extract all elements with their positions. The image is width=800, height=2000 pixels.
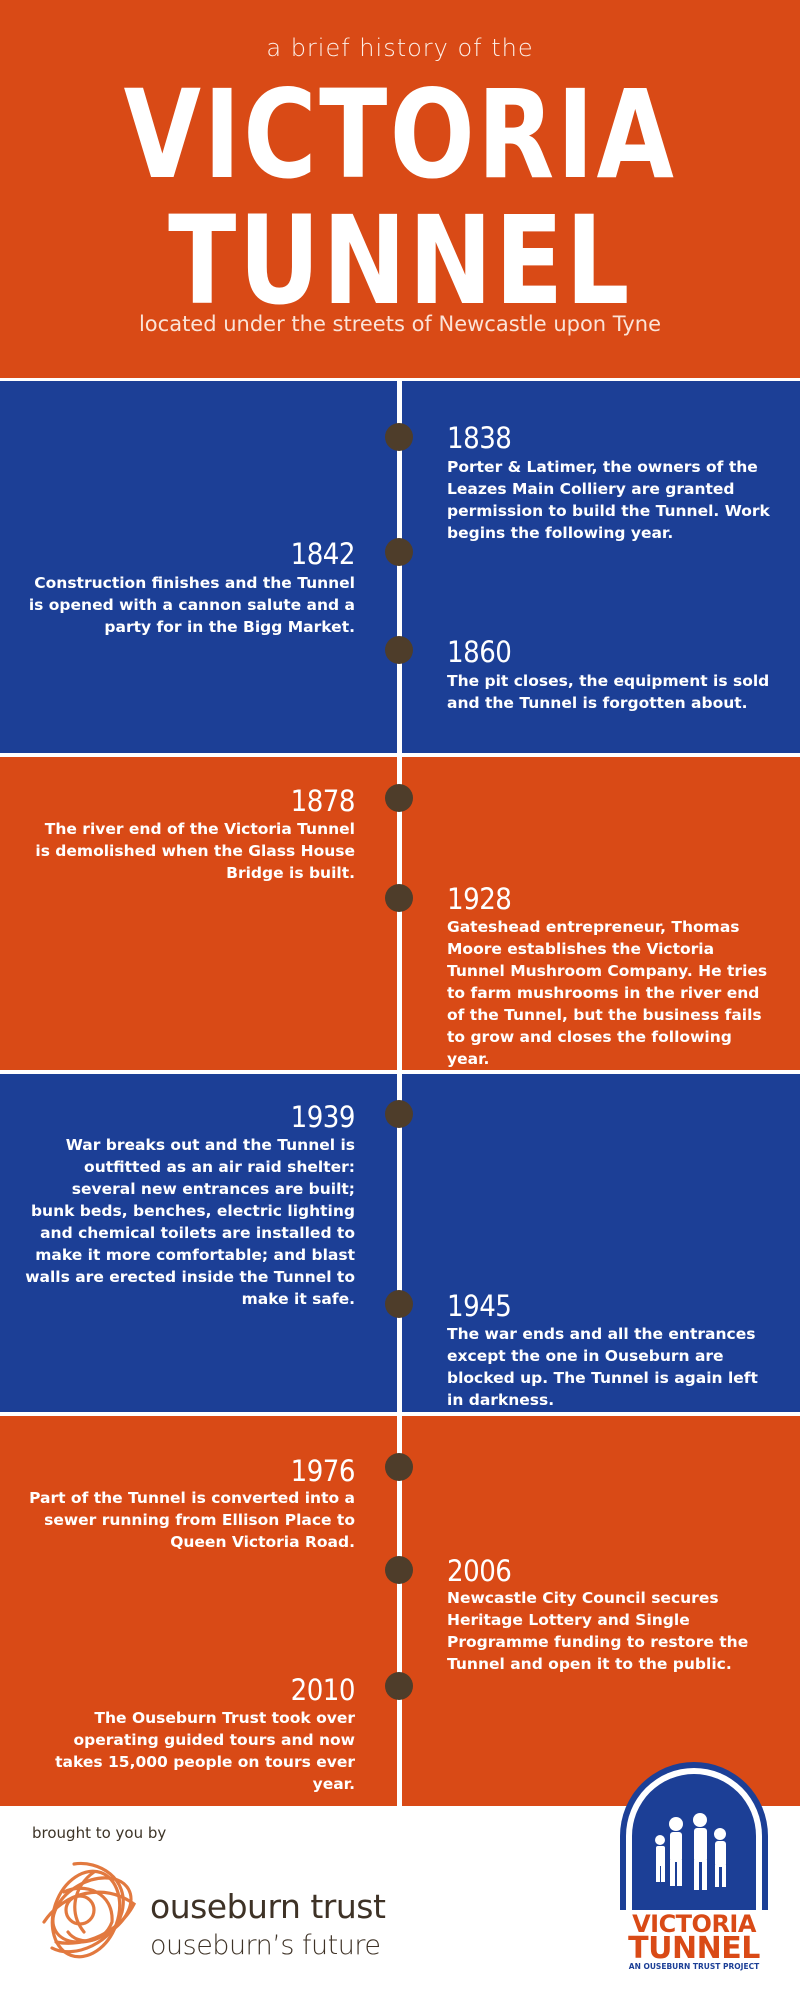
timeline-dot <box>385 1100 413 1128</box>
event-text: The river end of the Victoria Tunnel is … <box>35 820 355 882</box>
timeline-dot <box>385 1453 413 1481</box>
event-year: 1878 <box>290 784 356 818</box>
logo-text-project: AN OUSEBURN TRUST PROJECT <box>628 1962 760 1971</box>
event-year: 1928 <box>447 882 512 916</box>
event-year: 1939 <box>290 1100 356 1134</box>
event-year: 2006 <box>447 1554 512 1588</box>
timeline-dot <box>385 423 413 451</box>
event-year: 1945 <box>447 1289 512 1323</box>
timeline-axis <box>397 378 402 1806</box>
event-year: 1842 <box>290 537 356 571</box>
event-text: The Ouseburn Trust took over operating g… <box>55 1709 355 1793</box>
timeline-dot <box>385 784 413 812</box>
organisation-name: ouseburn trust <box>150 1887 386 1926</box>
header-title-line1: VICTORIA <box>123 64 677 206</box>
logo-text-tunnel: TUNNEL <box>628 1931 760 1966</box>
timeline-dot <box>385 1556 413 1584</box>
event-text: Porter & Latimer, the owners of the Leaz… <box>447 458 770 542</box>
event-text: Gateshead entrepreneur, Thomas Moore est… <box>447 918 768 1068</box>
timeline-dot <box>385 538 413 566</box>
event-year: 1838 <box>447 421 512 455</box>
victoria-tunnel-logo-icon <box>620 1762 768 1970</box>
ouseburn-trust-logo-icon <box>42 1861 137 1959</box>
event-text: The war ends and all the entrances excep… <box>447 1325 758 1409</box>
header-section: a brief history of the VICTORIA TUNNEL l… <box>0 0 800 378</box>
event-year: 2010 <box>290 1673 356 1707</box>
brought-to-you-label: brought to you by <box>32 1824 167 1842</box>
event-text: Newcastle City Council secures Heritage … <box>447 1589 749 1673</box>
header-location: located under the streets of Newcastle u… <box>138 312 662 336</box>
timeline-dot <box>385 884 413 912</box>
event-text: The pit closes, the equipment is sold an… <box>447 672 770 712</box>
timeline-dot <box>385 1672 413 1700</box>
timeline-dot <box>385 636 413 664</box>
event-text: Construction finishes and the Tunnel is … <box>28 574 355 636</box>
organisation-tagline: ouseburn’s future <box>150 1930 381 1961</box>
event-year: 1976 <box>290 1454 356 1488</box>
header-title-line2: TUNNEL <box>168 190 632 332</box>
logo-text-victoria: VICTORIA <box>632 1910 756 1938</box>
event-text: War breaks out and the Tunnel is outfitt… <box>25 1136 355 1308</box>
header-subtitle: a brief history of the <box>266 34 534 62</box>
timeline-dot <box>385 1290 413 1318</box>
event-text: Part of the Tunnel is converted into a s… <box>29 1489 355 1551</box>
event-year: 1860 <box>447 635 512 669</box>
